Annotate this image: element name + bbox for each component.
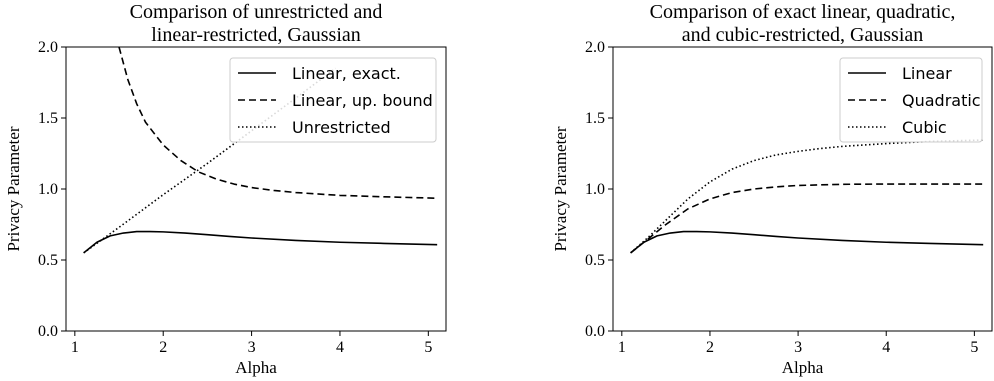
legend-box	[839, 57, 983, 143]
chart-title: Comparison of exact linear, quadratic, an…	[650, 1, 956, 46]
legend-label: Linear	[902, 64, 952, 83]
legend-label: Quadratic	[902, 91, 981, 110]
y-tick-label: 0.5	[585, 252, 605, 269]
y-axis-label: Privacy Parameter	[4, 126, 23, 251]
x-tick-label: 1	[71, 339, 79, 356]
x-tick-label: 2	[706, 339, 714, 356]
chart-panel-right: Comparison of exact linear, quadratic, an…	[551, 1, 993, 377]
y-tick-label: 1.0	[585, 181, 605, 198]
y-tick-label: 0.5	[38, 252, 58, 269]
series-line-linear-up-bound	[118, 47, 438, 200]
y-tick-label: 2.0	[38, 39, 58, 56]
x-tick-label: 4	[882, 339, 890, 356]
y-tick-label: 0.0	[38, 323, 58, 340]
series-line-linear-exact	[83, 230, 438, 254]
legend: Linear Quadratic Cubic	[839, 57, 983, 143]
chart-panel-left: Comparison of unrestricted and linear-res…	[4, 1, 447, 377]
series-line-cubic	[630, 139, 984, 254]
y-tick-label: 1.5	[585, 110, 605, 127]
x-tick-label: 5	[970, 339, 978, 356]
y-tick-label: 1.5	[38, 110, 58, 127]
x-tick-label: 1	[618, 339, 626, 356]
x-axis-label: Alpha	[235, 358, 277, 377]
series-line-unrestricted	[83, 67, 337, 254]
y-axis-label: Privacy Parameter	[551, 126, 570, 251]
series-line-linear	[630, 230, 984, 254]
x-tick-label: 5	[424, 339, 432, 356]
legend-label: Unrestricted	[292, 118, 391, 137]
x-tick-label: 4	[336, 339, 344, 356]
legend-label: Linear, up. bound	[292, 91, 433, 110]
chart-title: Comparison of unrestricted and linear-res…	[130, 1, 383, 46]
x-tick-label: 3	[794, 339, 802, 356]
series-line-quadratic	[630, 183, 984, 254]
legend-label: Cubic	[902, 118, 947, 137]
y-tick-label: 0.0	[585, 323, 605, 340]
legend: Linear, exact. Linear, up. bound Unrestric…	[229, 57, 437, 143]
legend-box	[229, 57, 437, 143]
x-tick-label: 2	[159, 339, 167, 356]
x-axis-label: Alpha	[782, 358, 824, 377]
y-tick-label: 1.0	[38, 181, 58, 198]
x-tick-label: 3	[248, 339, 256, 356]
legend-label: Linear, exact.	[292, 64, 401, 83]
y-tick-label: 2.0	[585, 39, 605, 56]
